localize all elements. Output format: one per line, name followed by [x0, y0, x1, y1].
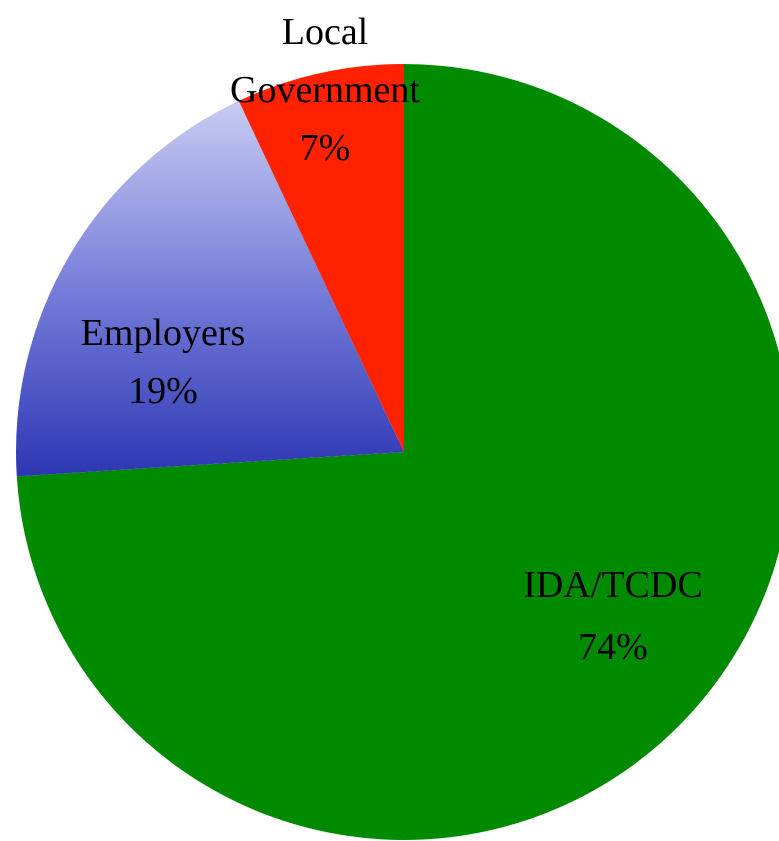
label-employers-percent: 19%: [128, 370, 198, 412]
label-local-government-line2: Government: [230, 69, 420, 111]
pie-slice-ida-tcdc: [16, 64, 779, 840]
pie-slice-local-government: [238, 64, 404, 452]
pie-slices: [15, 64, 779, 840]
label-employers: Employers: [81, 312, 246, 354]
label-local-government-percent: 7%: [300, 127, 351, 169]
label-ida-tcdc-percent: 74%: [578, 626, 648, 668]
label-local-government-line1: Local: [282, 11, 369, 53]
label-ida-tcdc: IDA/TCDC: [523, 564, 702, 606]
pie-slice-employers: [15, 100, 404, 477]
